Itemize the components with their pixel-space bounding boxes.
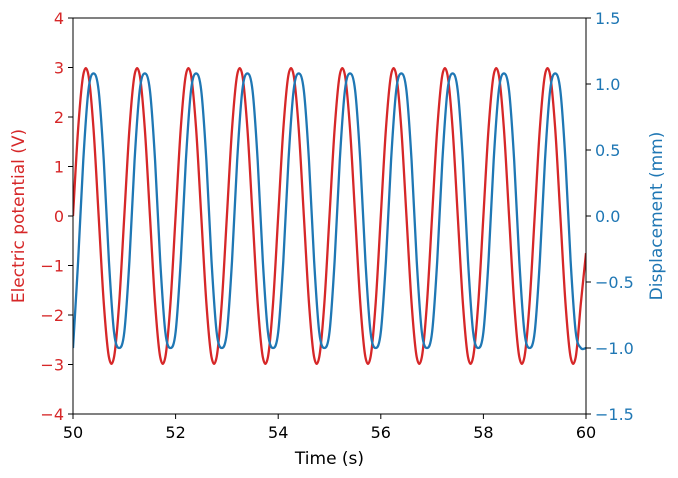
y-right-tick-label: 1.0: [595, 75, 620, 94]
y-left-tick-label: −3: [40, 356, 64, 375]
y-right-tick-label: −1.0: [595, 339, 634, 358]
y-right-tick-label: 0.0: [595, 207, 620, 226]
x-tick-label: 54: [268, 423, 288, 442]
series-layer: [73, 67, 586, 365]
x-tick-label: 50: [63, 423, 83, 442]
y-left-tick-label: −4: [40, 405, 64, 424]
y-left-axis-label: Electric potential (V): [9, 129, 29, 303]
y-left-tick-label: −2: [40, 306, 64, 325]
y-right-axis-label: Displacement (mm): [647, 132, 667, 301]
series-line-displacement: [73, 72, 586, 351]
x-tick-label: 52: [165, 423, 185, 442]
y-right-tick-label: −0.5: [595, 273, 634, 292]
y-right-tick-label: 0.5: [595, 141, 620, 160]
y-left-tick-label: 1: [54, 158, 64, 177]
y-left-tick-label: 4: [54, 9, 64, 28]
axes-layer: 50 52 54 56 58 60 −4 −3 −2 −1 0 1 2 3 4 −1.5 −1.0 −0.5 0.0…: [40, 9, 633, 442]
x-tick-label: 58: [473, 423, 493, 442]
y-right-tick-label: 1.5: [595, 9, 620, 28]
x-axis-label: Time (s): [294, 449, 364, 469]
y-right-tick-label: −1.5: [595, 405, 634, 424]
y-left-tick-label: −1: [40, 257, 64, 276]
y-left-tick-label: 3: [54, 59, 64, 78]
x-tick-label: 56: [371, 423, 391, 442]
y-left-tick-label: 2: [54, 108, 64, 127]
y-left-tick-label: 0: [54, 207, 64, 226]
x-tick-label: 60: [576, 423, 596, 442]
